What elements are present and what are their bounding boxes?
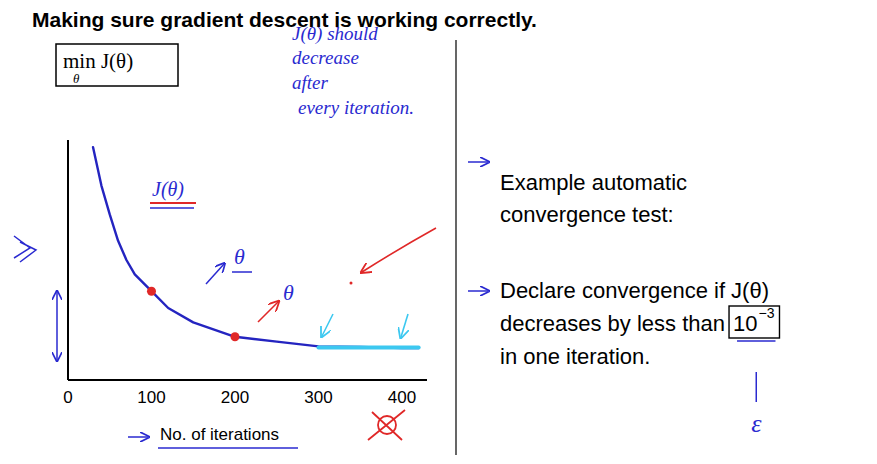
theta-note: θ bbox=[283, 280, 294, 305]
handwritten-note: J(θ) should bbox=[292, 23, 378, 45]
y-axis bbox=[67, 140, 69, 380]
title: Making sure gradient descent is working … bbox=[32, 8, 537, 31]
cost-curve bbox=[93, 147, 419, 348]
theta-note: θ bbox=[234, 244, 245, 269]
theta-arrow-red bbox=[258, 302, 278, 322]
heading: convergence test: bbox=[500, 202, 674, 227]
cyan-arrow bbox=[401, 314, 408, 337]
y-axis-label-sub: θ bbox=[73, 71, 80, 86]
ylabel-box bbox=[56, 44, 178, 86]
theta-underline bbox=[232, 271, 252, 273]
handwritten-note: after bbox=[292, 72, 328, 93]
heading: Example automatic bbox=[500, 170, 687, 195]
handwritten-note: every iteration. bbox=[298, 97, 414, 118]
rule-text: decreases by less than bbox=[500, 311, 725, 336]
threshold-base: 10 bbox=[733, 311, 757, 336]
threshold-box bbox=[729, 306, 779, 338]
curve-label-underline2 bbox=[150, 207, 194, 208]
x-tick-label: 200 bbox=[221, 388, 249, 407]
x-tick-label: 0 bbox=[63, 388, 72, 407]
y-axis-label: min J(θ) bbox=[63, 49, 133, 73]
divider bbox=[455, 40, 456, 455]
converged-segment bbox=[318, 346, 418, 350]
curve-label: J(θ) bbox=[152, 178, 184, 201]
rule-text: Declare convergence if J(θ) bbox=[500, 278, 769, 303]
canvas: Making sure gradient descent is working … bbox=[0, 0, 877, 464]
epsilon-line bbox=[756, 372, 758, 402]
red-cross bbox=[368, 410, 405, 440]
handwritten-note: decrease bbox=[292, 47, 359, 68]
x-tick-label: 400 bbox=[388, 388, 416, 407]
up-down-arrow bbox=[56, 292, 58, 360]
xlabel-arrow bbox=[128, 436, 148, 438]
x-tick-label: 300 bbox=[304, 388, 332, 407]
theta-arrow bbox=[206, 264, 224, 284]
bullet-arrow bbox=[468, 161, 488, 163]
highlight-point bbox=[230, 332, 239, 341]
red-dot bbox=[350, 282, 353, 285]
background bbox=[0, 0, 877, 464]
threshold-underline bbox=[737, 340, 775, 341]
x-tick-label: 100 bbox=[137, 388, 165, 407]
x-axis-label: No. of iterations bbox=[160, 425, 279, 444]
plot-data bbox=[93, 147, 419, 348]
red-arrow bbox=[362, 228, 436, 272]
cyan-arrow bbox=[322, 314, 333, 336]
bullet-arrow bbox=[468, 290, 488, 292]
xlabel-underline bbox=[158, 447, 298, 449]
threshold-exponent: −3 bbox=[759, 305, 775, 321]
left-chevron bbox=[14, 236, 36, 262]
highlight-point bbox=[147, 287, 156, 296]
rule-text: in one iteration. bbox=[500, 344, 650, 369]
epsilon-note: ε bbox=[751, 409, 762, 438]
curve-label-underline bbox=[150, 202, 196, 204]
x-axis bbox=[68, 379, 427, 381]
